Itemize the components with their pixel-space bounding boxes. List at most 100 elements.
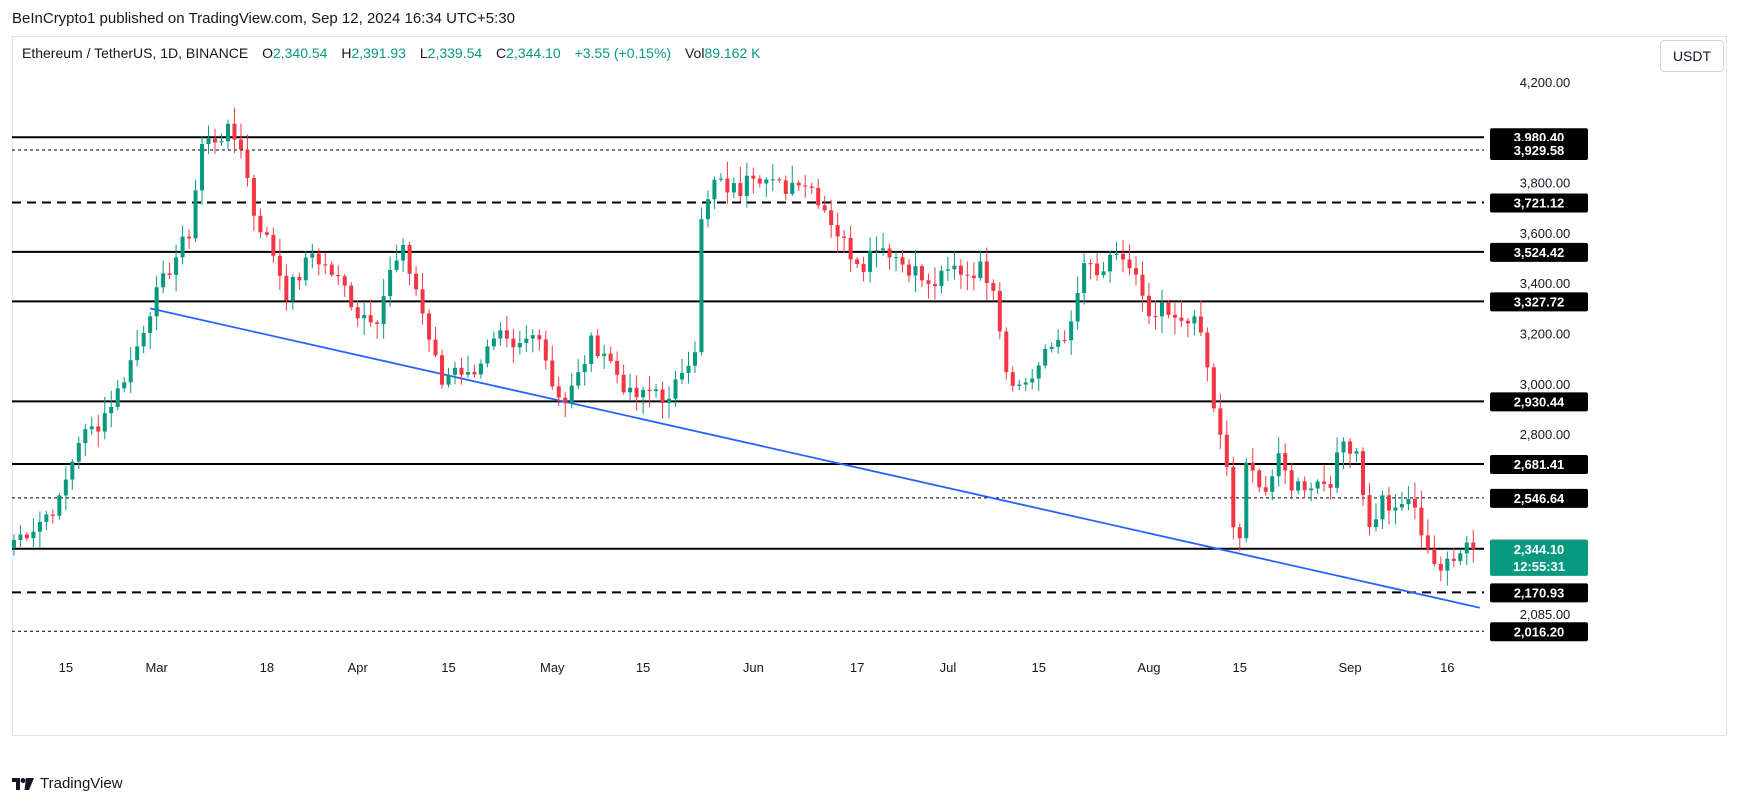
candle-body (427, 313, 432, 340)
candle-body (576, 372, 581, 386)
candle-body (232, 123, 237, 140)
candle-body (881, 248, 886, 251)
candle-body (906, 264, 912, 276)
candle-body (440, 355, 445, 385)
candle-body (329, 264, 334, 275)
level-price-tag: 3,327.72 (1490, 292, 1588, 312)
level-price-tag: 2,930.44 (1490, 392, 1588, 412)
candle-body (952, 265, 957, 270)
x-tick-label: Mar (145, 660, 168, 675)
candle-body (1218, 408, 1223, 435)
price-tag-text: 3,929.58 (1514, 143, 1565, 158)
candle-body (1289, 470, 1294, 491)
volume-value: 89.162 K (704, 45, 761, 61)
candle-body (200, 143, 205, 191)
candle-body (608, 353, 613, 361)
candle-body (115, 388, 120, 407)
candle-body (660, 389, 665, 404)
candle-body (965, 274, 970, 276)
candle-body (323, 264, 328, 266)
candle-body (1127, 259, 1132, 269)
x-tick-label: 18 (260, 660, 274, 675)
candle-body (154, 287, 159, 317)
candle-body (141, 332, 146, 347)
candle-body (1192, 316, 1197, 324)
candle-body (692, 352, 697, 366)
candle-body (582, 364, 587, 373)
candle-body (1250, 462, 1255, 471)
candle-body (1412, 498, 1417, 508)
candle-body (569, 385, 574, 404)
candle-body (524, 338, 529, 344)
currency-button[interactable]: USDT (1660, 40, 1724, 72)
candle-body (667, 398, 672, 404)
candle-body (37, 521, 42, 532)
tradingview-brand[interactable]: TradingView (12, 775, 123, 792)
candle-body (530, 335, 535, 339)
candle-body (180, 236, 185, 258)
candle-body (537, 335, 542, 340)
candle-body (420, 289, 425, 314)
candle-body (1244, 462, 1249, 539)
candle-body (543, 339, 548, 361)
candle-body (1309, 488, 1314, 491)
candle-body (76, 442, 81, 462)
candle-body (1010, 372, 1015, 386)
level-price-tag: 3,929.58 (1490, 141, 1588, 161)
candle-body (1315, 481, 1320, 489)
candle-body (744, 175, 749, 196)
candle-body (212, 138, 218, 143)
x-tick-label: Jul (940, 660, 957, 675)
y-tick-label: 3,800.00 (1520, 176, 1571, 191)
candle-body (997, 290, 1002, 332)
candle-body (1328, 483, 1333, 488)
candle-body (1458, 553, 1463, 561)
candle-body (375, 322, 380, 324)
candle-body (848, 237, 853, 260)
candle-body (1205, 332, 1210, 368)
candle-body (1231, 466, 1236, 528)
candle-body (900, 257, 905, 265)
candle-body (1425, 535, 1430, 549)
candle-body (628, 387, 633, 393)
candle-body (1082, 263, 1087, 293)
candle-body (1146, 295, 1151, 317)
x-tick-label: May (540, 660, 565, 675)
candle-body (271, 234, 276, 256)
close-value: 2,344.10 (506, 45, 561, 61)
candle-body (978, 261, 983, 279)
candle-body (478, 363, 483, 375)
candle-body (433, 339, 438, 356)
candle-body (874, 250, 879, 252)
candle-body (219, 141, 224, 143)
candle-body (1393, 507, 1398, 511)
candle-body (556, 386, 561, 398)
candle-body (1302, 481, 1307, 491)
candle-body (1036, 365, 1041, 379)
candle-body (83, 429, 88, 443)
candle-body (634, 387, 639, 398)
candle-body (1464, 542, 1469, 554)
candle-body (589, 335, 594, 365)
candle-body (297, 276, 302, 281)
y-axis: 4,200.00 3,800.00 3,600.00 3,400.00 3,200.00… (1520, 75, 1571, 622)
candle-body (861, 263, 866, 272)
symbol-label[interactable]: Ethereum / TetherUS, 1D, BINANCE (22, 45, 249, 61)
candle-body (251, 178, 256, 216)
candle-body (1386, 495, 1391, 511)
candle-body (803, 185, 808, 187)
y-tick-label: 3,400.00 (1520, 276, 1571, 291)
candle-body (70, 461, 75, 480)
candle-body (206, 138, 211, 144)
candle-body (1361, 451, 1366, 496)
candle-body (984, 261, 989, 284)
candle-body (1451, 558, 1456, 561)
trendline-layer (149, 307, 1480, 609)
change-value: +3.55 (+0.15%) (574, 45, 672, 61)
candle-body (381, 296, 386, 324)
candle-body (316, 253, 321, 265)
ohlc-legend: Ethereum / TetherUS, 1D, BINANCE O2,340.… (22, 45, 761, 61)
candle-body (50, 514, 55, 516)
candle-body (109, 406, 114, 414)
